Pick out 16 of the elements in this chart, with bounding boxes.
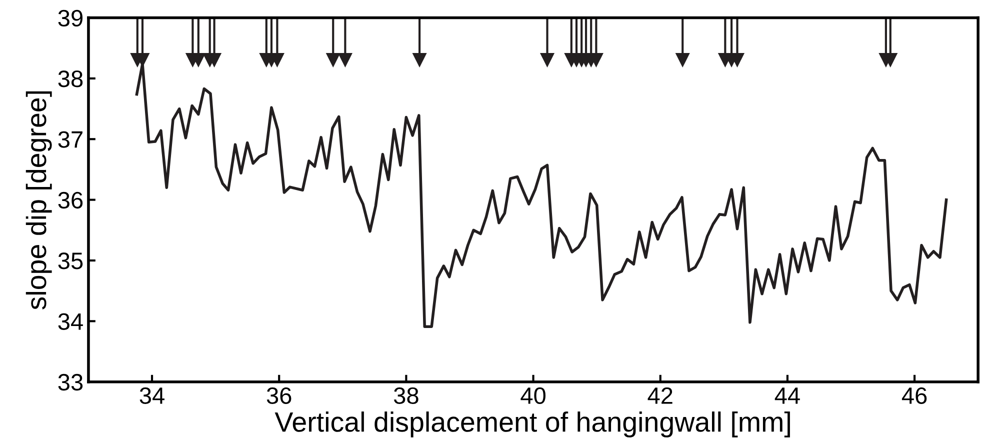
x-tick-label: 42 [648,387,672,404]
x-tick-label: 38 [394,387,418,404]
x-tick-label: 46 [902,387,927,404]
y-tick-label: 38 [58,70,83,88]
y-axis-title: slope dip [degree] [26,91,52,310]
y-tick-label: 36 [58,192,83,209]
y-tick-label: 35 [58,252,83,270]
y-tick-label: 39 [58,10,82,27]
x-tick-label: 36 [266,387,292,404]
x-tick-label: 34 [140,387,164,404]
y-tick-label: 37 [58,131,82,148]
x-tick-label: 44 [774,388,800,404]
y-tick-label: 33 [58,374,83,391]
y-tick-label: 34 [58,313,83,330]
x-tick-label: 40 [520,387,546,404]
x-axis-title: Vertical displacement of hangingwall [mm] [274,411,790,438]
